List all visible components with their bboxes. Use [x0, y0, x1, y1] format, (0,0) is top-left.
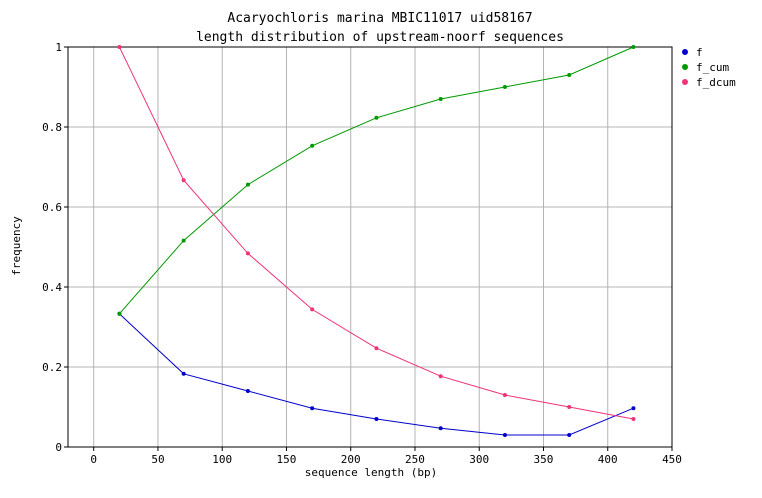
data-point-f [245, 389, 250, 393]
data-point-f_dcum [502, 393, 507, 397]
series-line-f [119, 313, 634, 436]
legend-marker-f [682, 49, 688, 55]
data-point-f_cum [438, 97, 443, 101]
data-point-f_cum [117, 311, 122, 316]
x-tick-label: 200 [341, 453, 361, 466]
data-point-f_cum [245, 182, 250, 187]
y-tick-label: 0.2 [42, 361, 62, 374]
x-tick-label: 400 [598, 453, 618, 466]
data-point-f [181, 371, 186, 376]
x-tick-label: 100 [212, 453, 232, 466]
y-tick-label: 0 [55, 441, 62, 454]
data-point-f_dcum [567, 405, 572, 409]
data-point-f_dcum [310, 307, 315, 312]
legend-label-f: f [696, 46, 703, 59]
legend-marker-f_cum [682, 64, 688, 70]
data-point-f_cum [310, 143, 315, 148]
x-tick-label: 350 [534, 453, 554, 466]
axis-ticks: 0 50 100 150 200 250 300 350 400 450 0 0.2 0.4 0.6 0.8… [42, 41, 682, 466]
y-tick-label: 1 [55, 41, 62, 54]
data-point-f_dcum [245, 251, 250, 256]
data-point-f [567, 433, 572, 437]
legend-label-f_dcum: f_dcum [696, 76, 736, 89]
chart-title-line-1: Acaryochloris marina MBIC11017 uid58167 [227, 11, 532, 26]
y-axis-label: frequency [10, 216, 23, 276]
y-tick-label: 0.6 [42, 201, 62, 214]
data-point-f [631, 406, 636, 411]
grid-lines [68, 46, 673, 448]
data-point-f_dcum [374, 346, 379, 351]
data-point-f_dcum [438, 374, 443, 379]
y-tick-label: 0.4 [42, 281, 62, 294]
legend-label-f_cum: f_cum [696, 61, 729, 74]
x-tick-label: 50 [151, 453, 164, 466]
data-point-f_dcum [117, 45, 122, 49]
data-point-f_cum [502, 85, 507, 89]
x-tick-label: 450 [662, 453, 682, 466]
plot-frame [67, 46, 673, 448]
data-point-f_cum [374, 115, 379, 120]
data-point-f_cum [567, 73, 572, 77]
x-tick-label: 150 [277, 453, 297, 466]
data-point-f_dcum [181, 178, 186, 183]
series-line-f_cum [119, 46, 634, 315]
chart-title-line-2: length distribution of upstream-noorf se… [196, 30, 564, 45]
data-point-f_cum [631, 45, 636, 49]
x-tick-label: 250 [405, 453, 425, 466]
legend: f f_cum f_dcum [682, 46, 736, 89]
x-axis-label: sequence length (bp) [305, 466, 437, 479]
y-tick-label: 0.8 [42, 121, 62, 134]
data-point-f [502, 433, 507, 437]
legend-marker-f_dcum [682, 79, 688, 85]
x-tick-label: 300 [469, 453, 489, 466]
data-point-f [310, 406, 315, 411]
series-line-f_dcum [118, 46, 634, 420]
data-point-f_dcum [631, 417, 636, 421]
data-point-f [438, 426, 443, 431]
data-point-f [374, 417, 379, 421]
data-point-f_cum [181, 238, 186, 243]
data-series [117, 45, 636, 437]
x-tick-label: 0 [90, 453, 97, 466]
